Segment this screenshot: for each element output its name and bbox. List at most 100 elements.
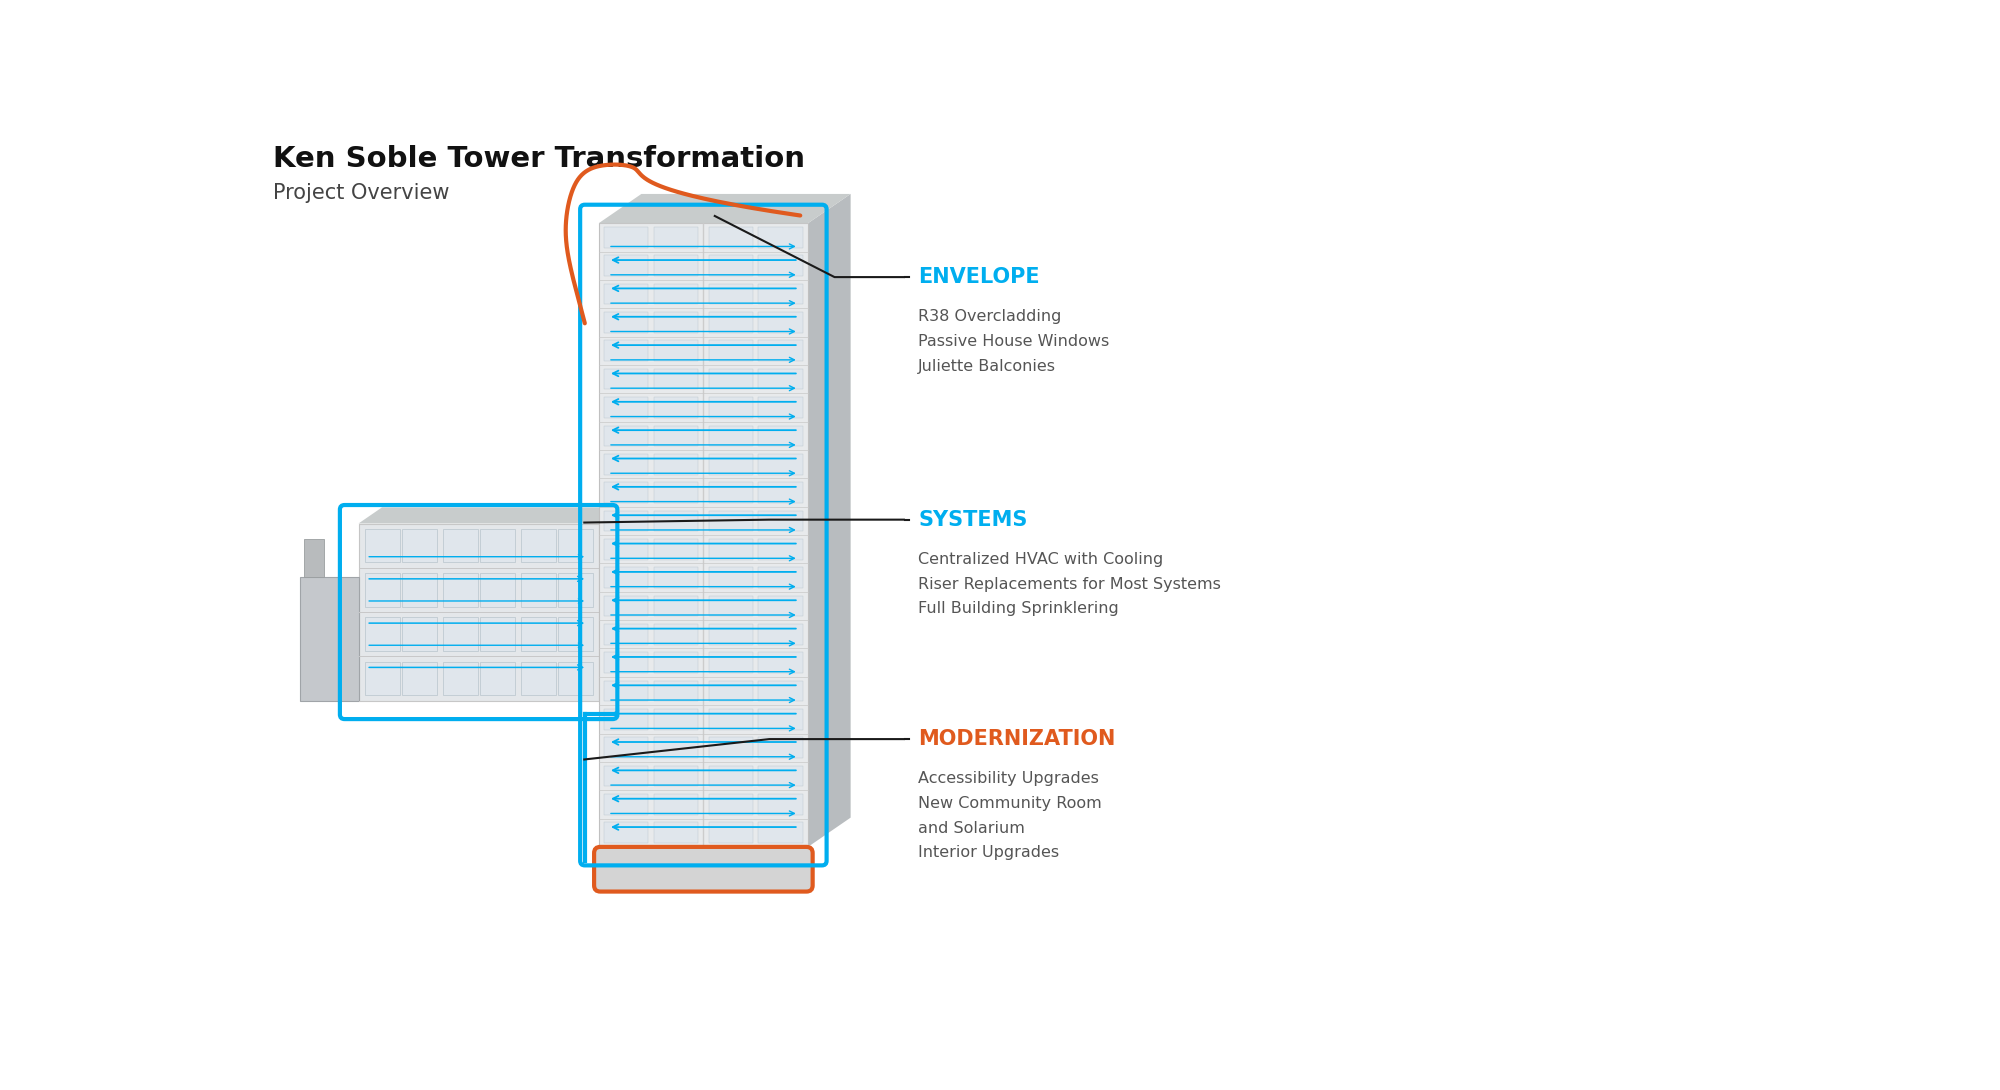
- FancyBboxPatch shape: [604, 794, 648, 814]
- FancyBboxPatch shape: [604, 397, 648, 417]
- FancyBboxPatch shape: [520, 662, 556, 695]
- FancyBboxPatch shape: [442, 662, 478, 695]
- FancyBboxPatch shape: [708, 368, 752, 389]
- FancyBboxPatch shape: [708, 794, 752, 814]
- Polygon shape: [808, 194, 850, 847]
- FancyBboxPatch shape: [708, 397, 752, 417]
- FancyBboxPatch shape: [654, 708, 698, 729]
- Text: R38 Overcladding
Passive House Windows
Juliette Balconies: R38 Overcladding Passive House Windows J…: [918, 310, 1110, 374]
- Polygon shape: [358, 508, 622, 523]
- FancyBboxPatch shape: [758, 482, 802, 502]
- Text: Ken Soble Tower Transformation: Ken Soble Tower Transformation: [274, 145, 806, 172]
- FancyBboxPatch shape: [654, 680, 698, 701]
- FancyBboxPatch shape: [402, 573, 438, 607]
- FancyBboxPatch shape: [558, 617, 594, 651]
- FancyBboxPatch shape: [480, 617, 516, 651]
- FancyBboxPatch shape: [758, 368, 802, 389]
- FancyBboxPatch shape: [708, 765, 752, 786]
- FancyBboxPatch shape: [708, 567, 752, 588]
- FancyBboxPatch shape: [604, 453, 648, 474]
- FancyBboxPatch shape: [758, 737, 802, 758]
- FancyBboxPatch shape: [654, 652, 698, 673]
- FancyBboxPatch shape: [758, 794, 802, 814]
- FancyBboxPatch shape: [604, 482, 648, 502]
- FancyBboxPatch shape: [364, 529, 400, 562]
- FancyBboxPatch shape: [604, 255, 648, 276]
- FancyBboxPatch shape: [708, 425, 752, 446]
- FancyBboxPatch shape: [758, 623, 802, 644]
- FancyBboxPatch shape: [364, 662, 400, 695]
- FancyBboxPatch shape: [654, 482, 698, 502]
- FancyBboxPatch shape: [604, 822, 648, 843]
- FancyBboxPatch shape: [304, 538, 324, 578]
- FancyBboxPatch shape: [604, 623, 648, 644]
- FancyBboxPatch shape: [708, 312, 752, 332]
- FancyBboxPatch shape: [708, 283, 752, 304]
- FancyBboxPatch shape: [654, 425, 698, 446]
- FancyBboxPatch shape: [654, 340, 698, 361]
- FancyBboxPatch shape: [300, 578, 358, 701]
- FancyBboxPatch shape: [758, 510, 802, 531]
- FancyBboxPatch shape: [558, 529, 594, 562]
- FancyBboxPatch shape: [594, 847, 812, 892]
- FancyBboxPatch shape: [654, 765, 698, 786]
- FancyBboxPatch shape: [758, 708, 802, 729]
- FancyBboxPatch shape: [442, 529, 478, 562]
- FancyBboxPatch shape: [604, 312, 648, 332]
- FancyBboxPatch shape: [708, 227, 752, 247]
- Polygon shape: [598, 194, 850, 223]
- FancyBboxPatch shape: [604, 737, 648, 758]
- FancyBboxPatch shape: [604, 425, 648, 446]
- FancyBboxPatch shape: [654, 255, 698, 276]
- Polygon shape: [598, 508, 622, 701]
- FancyBboxPatch shape: [558, 662, 594, 695]
- FancyBboxPatch shape: [758, 425, 802, 446]
- FancyBboxPatch shape: [604, 708, 648, 729]
- FancyBboxPatch shape: [758, 340, 802, 361]
- FancyBboxPatch shape: [654, 227, 698, 247]
- FancyBboxPatch shape: [758, 538, 802, 559]
- FancyBboxPatch shape: [708, 453, 752, 474]
- FancyBboxPatch shape: [598, 223, 808, 847]
- FancyBboxPatch shape: [442, 573, 478, 607]
- FancyBboxPatch shape: [604, 283, 648, 304]
- FancyBboxPatch shape: [654, 623, 698, 644]
- FancyBboxPatch shape: [442, 617, 478, 651]
- FancyBboxPatch shape: [604, 595, 648, 616]
- FancyBboxPatch shape: [654, 567, 698, 588]
- FancyBboxPatch shape: [654, 822, 698, 843]
- Text: Accessibility Upgrades
New Community Room
and Solarium
Interior Upgrades: Accessibility Upgrades New Community Roo…: [918, 772, 1102, 860]
- FancyBboxPatch shape: [708, 538, 752, 559]
- FancyBboxPatch shape: [654, 283, 698, 304]
- FancyBboxPatch shape: [654, 595, 698, 616]
- FancyBboxPatch shape: [758, 397, 802, 417]
- FancyBboxPatch shape: [708, 652, 752, 673]
- Text: ENVELOPE: ENVELOPE: [918, 267, 1040, 287]
- FancyBboxPatch shape: [604, 652, 648, 673]
- FancyBboxPatch shape: [402, 529, 438, 562]
- FancyBboxPatch shape: [654, 453, 698, 474]
- FancyBboxPatch shape: [480, 573, 516, 607]
- FancyBboxPatch shape: [358, 523, 598, 701]
- FancyBboxPatch shape: [708, 255, 752, 276]
- FancyBboxPatch shape: [402, 617, 438, 651]
- FancyBboxPatch shape: [708, 482, 752, 502]
- FancyBboxPatch shape: [604, 538, 648, 559]
- Text: MODERNIZATION: MODERNIZATION: [918, 729, 1116, 749]
- FancyBboxPatch shape: [758, 312, 802, 332]
- FancyBboxPatch shape: [758, 652, 802, 673]
- FancyBboxPatch shape: [480, 662, 516, 695]
- FancyBboxPatch shape: [758, 765, 802, 786]
- FancyBboxPatch shape: [708, 340, 752, 361]
- FancyBboxPatch shape: [654, 737, 698, 758]
- FancyBboxPatch shape: [604, 227, 648, 247]
- FancyBboxPatch shape: [708, 595, 752, 616]
- FancyBboxPatch shape: [604, 765, 648, 786]
- FancyBboxPatch shape: [758, 283, 802, 304]
- FancyBboxPatch shape: [520, 529, 556, 562]
- FancyBboxPatch shape: [364, 573, 400, 607]
- FancyBboxPatch shape: [558, 573, 594, 607]
- FancyBboxPatch shape: [708, 680, 752, 701]
- FancyBboxPatch shape: [708, 737, 752, 758]
- FancyBboxPatch shape: [604, 340, 648, 361]
